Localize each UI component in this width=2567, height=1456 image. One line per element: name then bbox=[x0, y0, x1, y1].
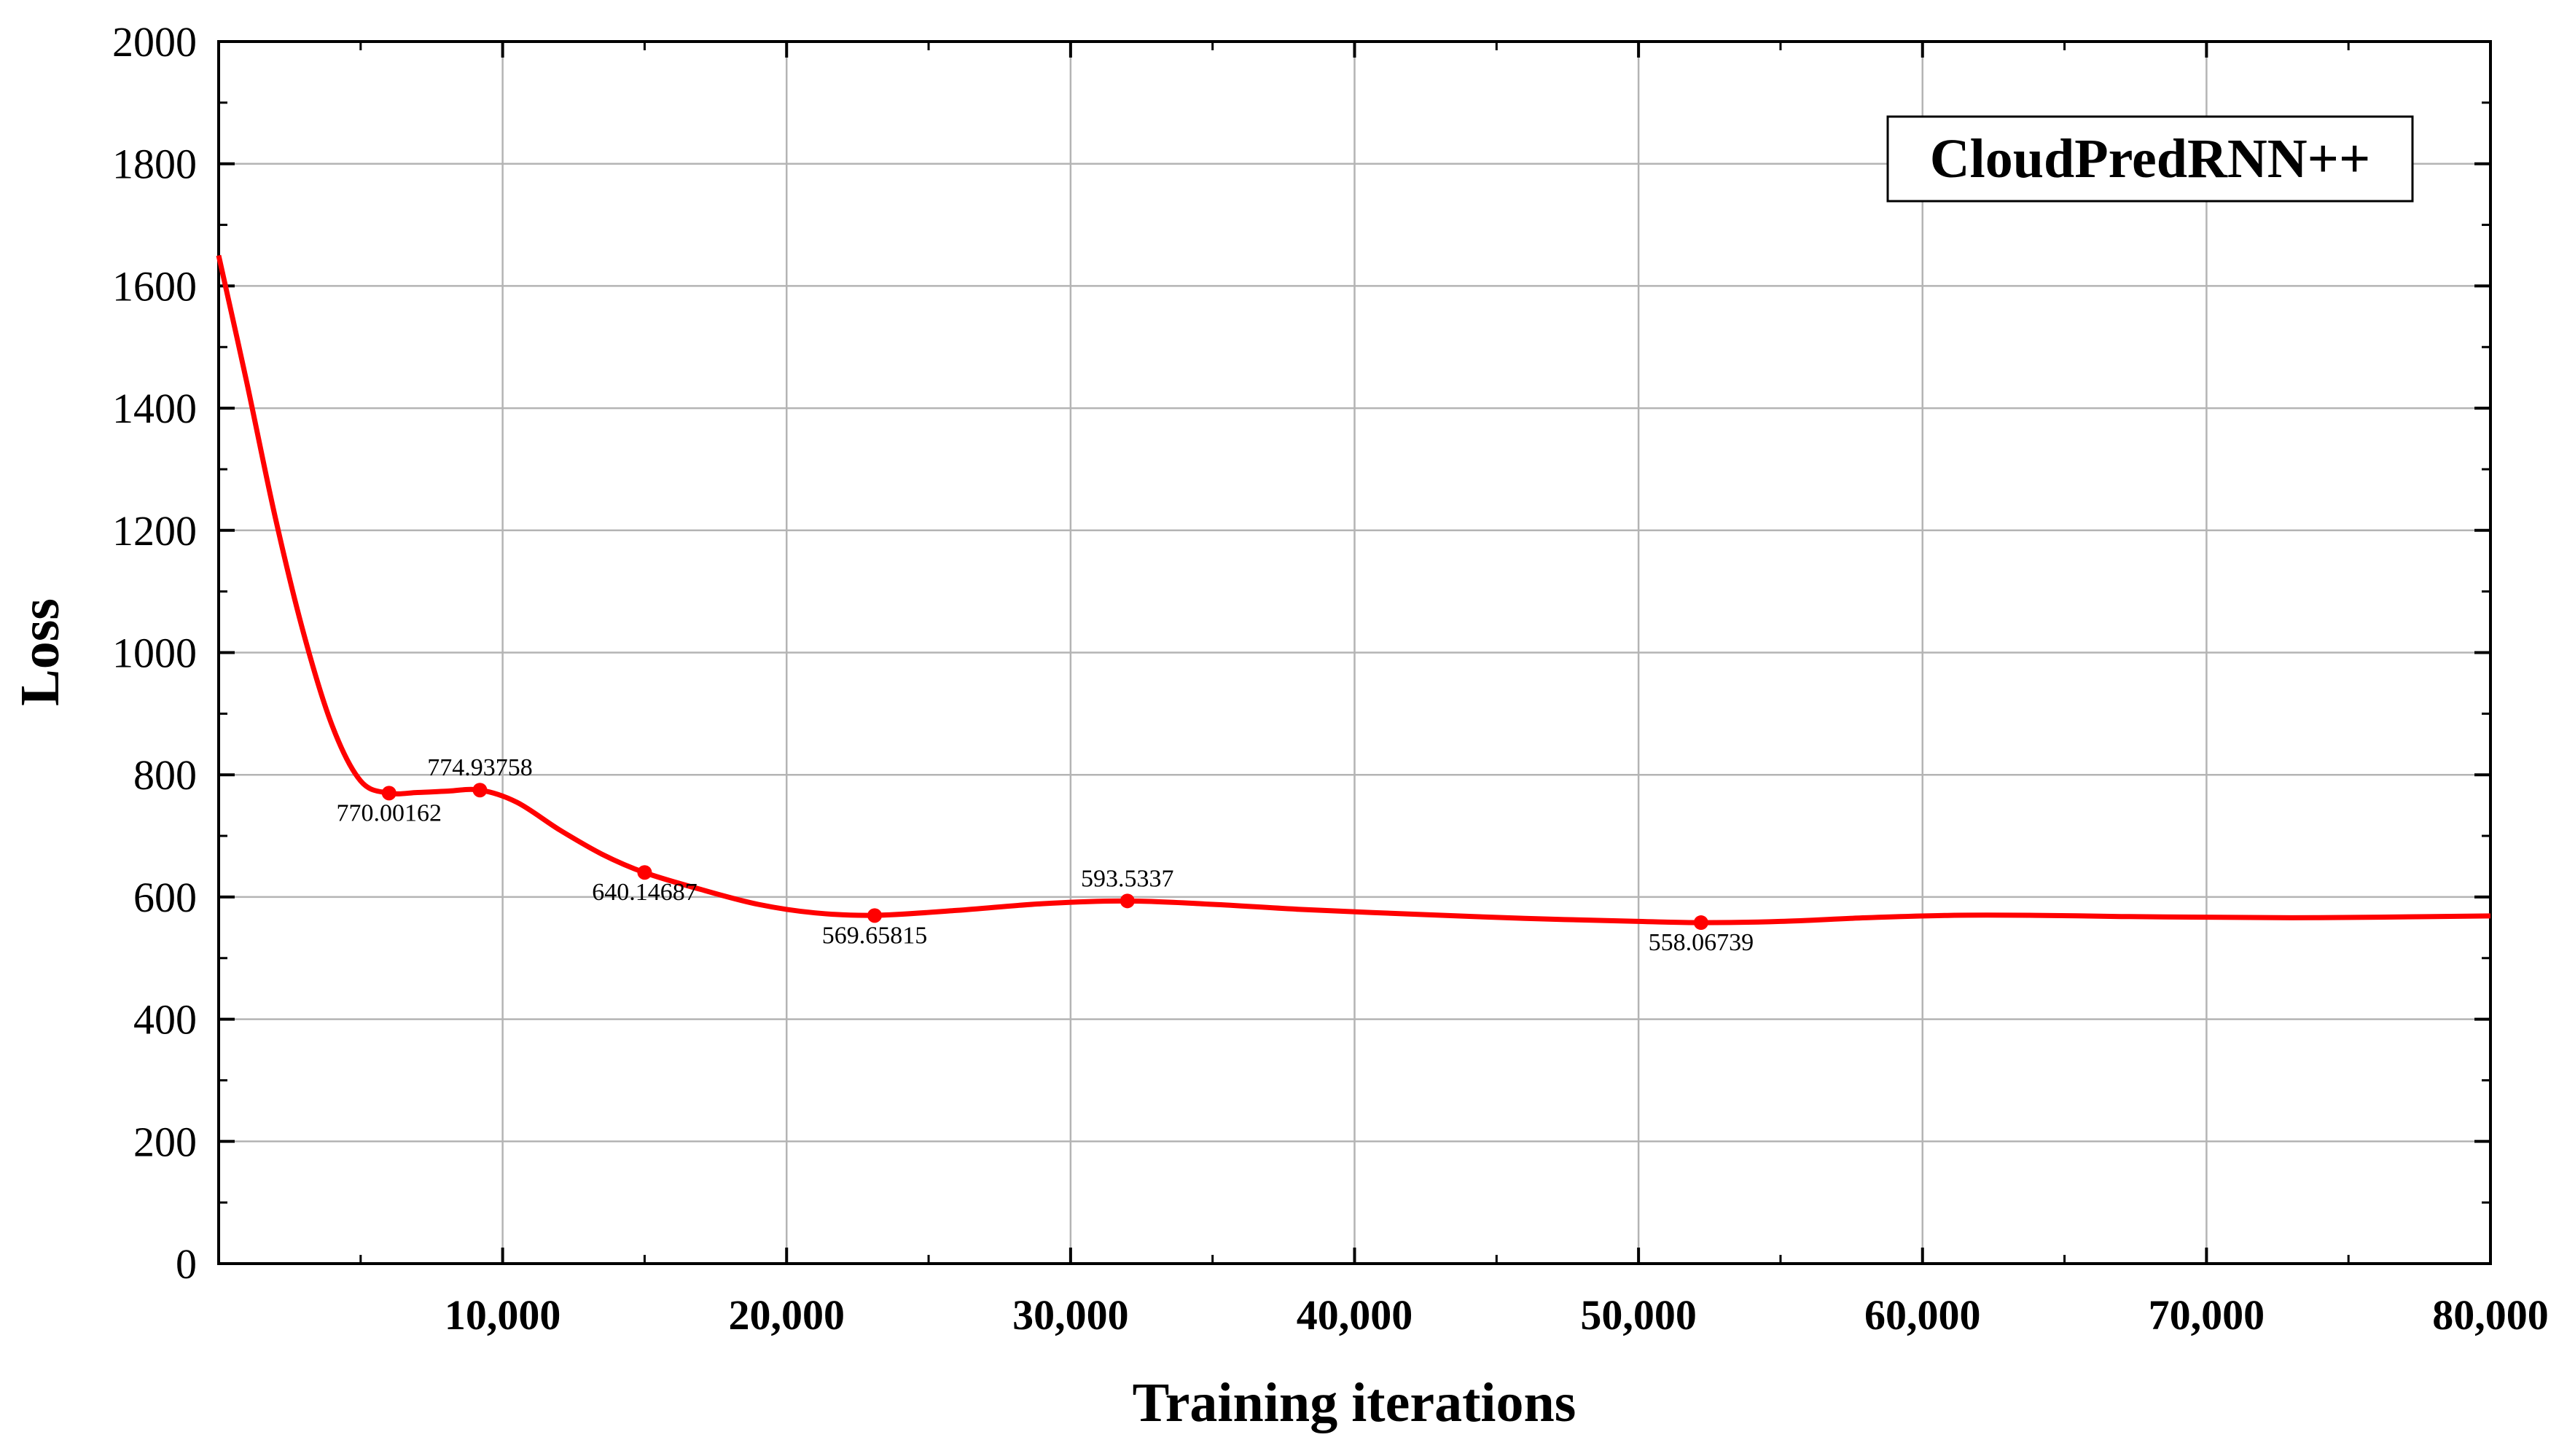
loss-curve bbox=[216, 254, 2491, 925]
series-layer: 770.00162 774.93758 640.14687 569.65815 593.… bbox=[216, 254, 2491, 956]
x-tick-label: 40,000 bbox=[1297, 1291, 1413, 1339]
y-tick-label: 1400 bbox=[112, 385, 197, 432]
data-point-label: 640.14687 bbox=[592, 879, 698, 906]
data-point-marker bbox=[381, 786, 396, 801]
x-tick-label: 70,000 bbox=[2149, 1291, 2265, 1339]
plot-frame bbox=[217, 40, 2492, 1265]
data-point-marker bbox=[1693, 915, 1708, 931]
y-tick-label: 400 bbox=[133, 996, 197, 1044]
x-tick-label: 50,000 bbox=[1580, 1291, 1697, 1339]
y-tick-label: 600 bbox=[133, 874, 197, 921]
data-point-label: 558.06739 bbox=[1649, 929, 1754, 956]
data-point-marker bbox=[637, 865, 652, 880]
legend-label: CloudPredRNN++ bbox=[1930, 128, 2371, 189]
tick-labels: 10,000 20,000 30,000 40,000 50,000 60,000 70,0… bbox=[112, 18, 2549, 1339]
grid bbox=[219, 42, 2490, 1264]
y-tick-label: 800 bbox=[133, 751, 197, 799]
x-tick-label: 30,000 bbox=[1012, 1291, 1129, 1339]
x-tick-label: 10,000 bbox=[445, 1291, 561, 1339]
y-tick-label: 200 bbox=[133, 1118, 197, 1165]
x-tick-label: 80,000 bbox=[2432, 1291, 2549, 1339]
data-point-label: 593.5337 bbox=[1081, 865, 1174, 892]
y-tick-label: 1000 bbox=[112, 630, 197, 677]
legend-box: CloudPredRNN++ bbox=[1886, 115, 2414, 203]
data-point-marker bbox=[1120, 893, 1135, 909]
y-axis-title: Loss bbox=[9, 598, 71, 706]
axis-ticks bbox=[219, 40, 2492, 1265]
y-tick-label: 1800 bbox=[112, 141, 197, 188]
data-point-label: 774.93758 bbox=[427, 754, 533, 781]
data-point-marker bbox=[867, 908, 883, 923]
data-point-label: 569.65815 bbox=[822, 922, 928, 949]
y-tick-label: 1200 bbox=[112, 507, 197, 555]
x-axis-title: Training iterations bbox=[1133, 1372, 1576, 1433]
data-point-marker bbox=[472, 783, 488, 798]
data-point-label: 770.00162 bbox=[337, 799, 442, 826]
y-tick-label: 2000 bbox=[112, 18, 197, 66]
x-tick-label: 60,000 bbox=[1864, 1291, 1981, 1339]
y-tick-label: 0 bbox=[176, 1240, 197, 1288]
x-tick-label: 20,000 bbox=[729, 1291, 845, 1339]
y-tick-label: 1600 bbox=[112, 262, 197, 310]
